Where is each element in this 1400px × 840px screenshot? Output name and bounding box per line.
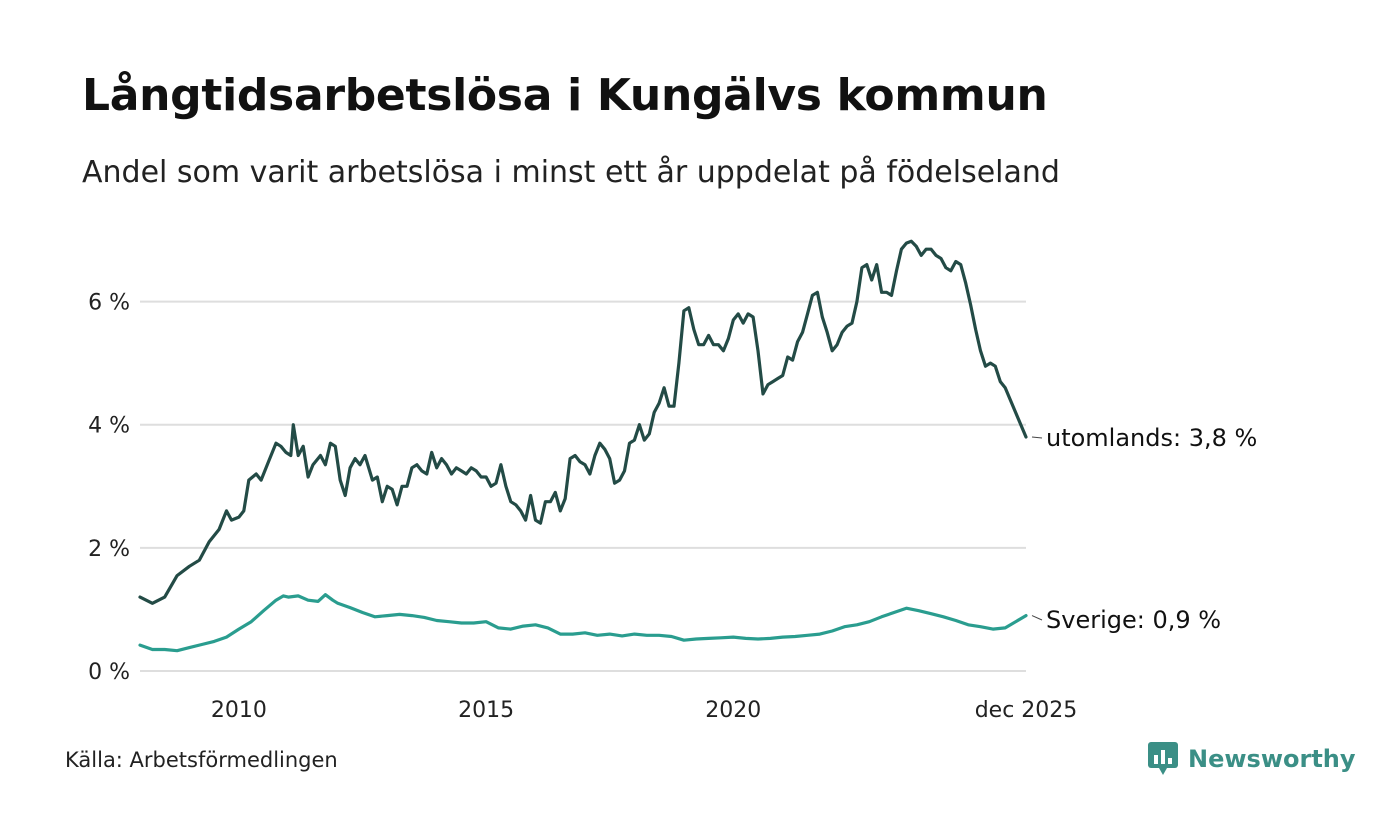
series-layer — [138, 239, 1028, 653]
label-layer: utomlands: 3,8 % Sverige: 0,9 % — [1031, 424, 1257, 634]
tick-layer: 0 % 2 % 4 % 6 % 2010 2015 2020 dec 2025 — [88, 291, 1077, 723]
grid-layer — [140, 300, 1026, 672]
newsworthy-logo-icon — [1148, 742, 1178, 775]
y-tick-label: 6 % — [88, 291, 130, 316]
end-label-connector — [1031, 436, 1043, 439]
source-note: Källa: Arbetsförmedlingen — [65, 748, 338, 772]
x-tick-label: 2015 — [458, 698, 514, 723]
brand-name: Newsworthy — [1188, 745, 1356, 773]
x-tick-label: 2010 — [211, 698, 267, 723]
chart-title: Långtidsarbetslösa i Kungälvs kommun — [82, 70, 1048, 121]
y-tick-label: 2 % — [88, 537, 130, 562]
series-line-utomlands — [138, 239, 1028, 605]
end-label-sverige: Sverige: 0,9 % — [1046, 606, 1221, 634]
end-label-connector — [1031, 615, 1043, 621]
brand-logo: Newsworthy — [1148, 742, 1356, 776]
series-line-sverige — [138, 593, 1028, 653]
y-tick-label: 4 % — [88, 414, 130, 439]
x-tick-label: 2020 — [705, 698, 761, 723]
y-tick-label: 0 % — [88, 660, 130, 685]
end-label-utomlands: utomlands: 3,8 % — [1046, 424, 1257, 452]
chart-subtitle: Andel som varit arbetslösa i minst ett å… — [82, 155, 1060, 190]
x-tick-label: dec 2025 — [975, 698, 1078, 723]
